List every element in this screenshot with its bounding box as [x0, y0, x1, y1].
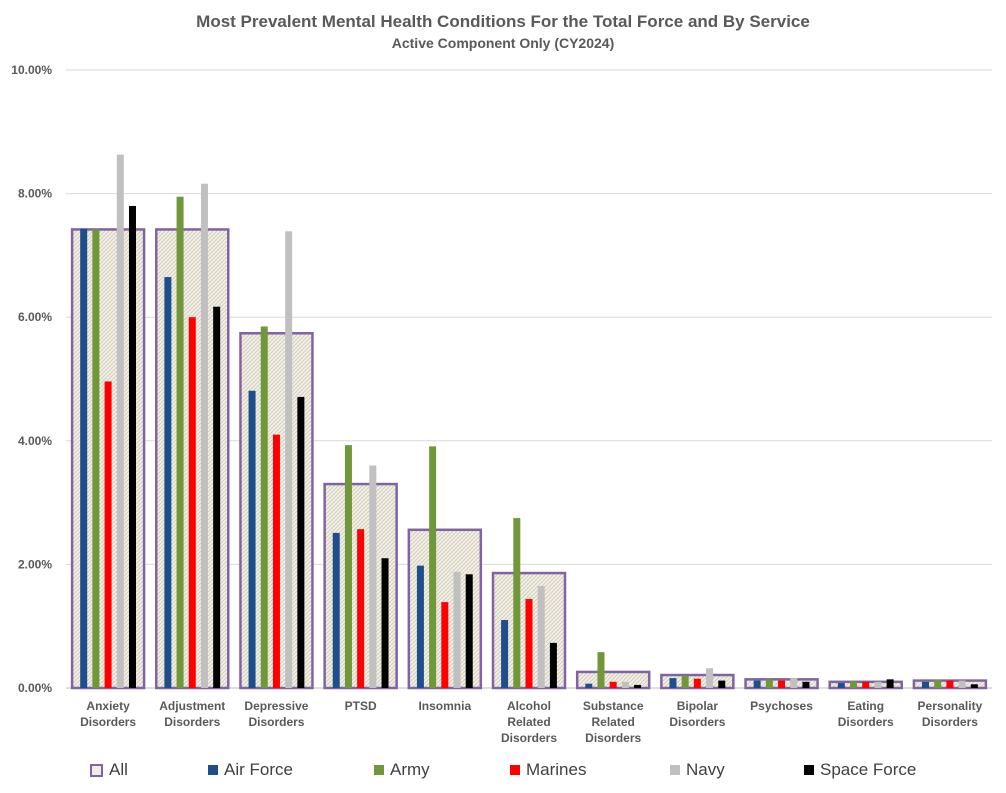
bar-navy [369, 465, 377, 688]
y-tick-label: 6.00% [18, 310, 52, 324]
bar-space-force [297, 396, 305, 688]
x-tick-label: Insomnia [418, 699, 471, 713]
y-tick-label: 8.00% [18, 187, 52, 201]
bar-space-force [802, 681, 810, 688]
bar-air-force [80, 228, 88, 689]
y-tick-label: 0.00% [18, 681, 52, 695]
bar-air-force [248, 390, 256, 688]
x-tick-label: Personality Disorders [918, 699, 983, 729]
bar-air-force [753, 680, 761, 688]
legend-label-air-force: Air Force [224, 760, 293, 779]
bar-marines [862, 681, 870, 688]
x-tick-label: Bipolar Disorders [669, 699, 725, 729]
bar-army [344, 445, 352, 688]
y-tick-label: 4.00% [18, 434, 52, 448]
bar-space-force [718, 680, 726, 688]
legend-swatch-air-force [208, 765, 218, 775]
bar-army [260, 326, 268, 688]
x-tick-label: Alcohol Related Disorders [501, 699, 557, 745]
legend-label-navy: Navy [686, 760, 725, 779]
bar-space-force [213, 306, 221, 688]
legend-item-army: Army [374, 760, 430, 780]
legend-swatch-army [374, 765, 384, 775]
legend-label-marines: Marines [526, 760, 587, 779]
legend-swatch-all [90, 763, 103, 777]
bar-air-force [332, 532, 340, 688]
bar-marines [441, 602, 449, 688]
bar-navy [453, 571, 461, 688]
bar-marines [272, 434, 280, 688]
bar-space-force [634, 684, 642, 688]
bar-army [597, 652, 605, 688]
bar-army [850, 681, 858, 688]
bar-space-force [128, 205, 136, 688]
x-tick-label: Adjustment Disorders [159, 699, 225, 729]
bar-marines [104, 381, 112, 688]
bar-air-force [164, 277, 172, 688]
legend-swatch-navy [670, 765, 680, 775]
bar-marines [188, 317, 196, 688]
plot-area: 0.00% 2.00% 4.00% 6.00% 8.00% 10.00% Anxiety D… [11, 63, 992, 745]
bar-space-force [549, 642, 557, 688]
x-tick-label: Eating Disorders [838, 699, 894, 729]
x-tick-label: Psychoses [750, 699, 813, 713]
bar-air-force [501, 620, 509, 688]
bar-marines [946, 680, 954, 688]
bar-army [429, 446, 437, 688]
x-tick-label: PTSD [345, 699, 377, 713]
legend-item-navy: Navy [670, 760, 725, 780]
bar-air-force [585, 683, 593, 688]
bar-marines [609, 681, 617, 688]
chart-subtitle: Active Component Only (CY2024) [391, 35, 615, 51]
bar-army [934, 679, 942, 688]
legend-item-all: All [90, 760, 128, 780]
chart-title: Most Prevalent Mental Health Conditions … [196, 12, 810, 31]
bar-marines [778, 680, 786, 688]
bar-navy [116, 154, 124, 688]
bar-army [92, 229, 100, 688]
legend-swatch-space-force [804, 765, 814, 775]
bar-air-force [922, 681, 930, 688]
bar-air-force [416, 565, 424, 688]
x-tick-label: Anxiety Disorders [80, 699, 136, 729]
bar-navy [285, 231, 293, 688]
x-tick-label: Depressive Disorders [244, 699, 308, 729]
bar-marines [525, 599, 533, 688]
x-tick-label: Substance Related Disorders [583, 699, 644, 745]
bar-army [765, 679, 773, 688]
bar-navy [200, 183, 208, 688]
bar-space-force [465, 574, 473, 688]
bar-air-force [837, 683, 845, 688]
bar-navy [790, 678, 798, 688]
y-tick-label: 2.00% [18, 557, 52, 571]
legend-swatch-marines [510, 765, 520, 775]
legend-label-all: All [109, 760, 128, 779]
bar-navy [621, 681, 629, 688]
bar-army [513, 518, 521, 688]
bar-army [681, 675, 689, 688]
legend-item-space-force: Space Force [804, 760, 916, 780]
y-tick-label: 10.00% [11, 63, 52, 77]
bar-navy [874, 681, 882, 688]
bar-space-force [381, 558, 389, 688]
bar-navy [958, 680, 966, 688]
bar-space-force [886, 679, 894, 688]
bar-navy [706, 668, 714, 688]
legend-label-army: Army [390, 760, 430, 779]
bar-air-force [669, 678, 677, 688]
bar-navy [537, 586, 545, 688]
legend-item-marines: Marines [510, 760, 586, 780]
bar-marines [357, 529, 365, 688]
legend-label-space-force: Space Force [820, 760, 917, 779]
legend: All Air Force Army Marines Navy Space Fo… [0, 760, 1006, 786]
legend-item-air-force: Air Force [208, 760, 293, 780]
bar-army [176, 196, 184, 688]
bar-marines [693, 678, 701, 688]
bar-space-force [970, 684, 978, 688]
